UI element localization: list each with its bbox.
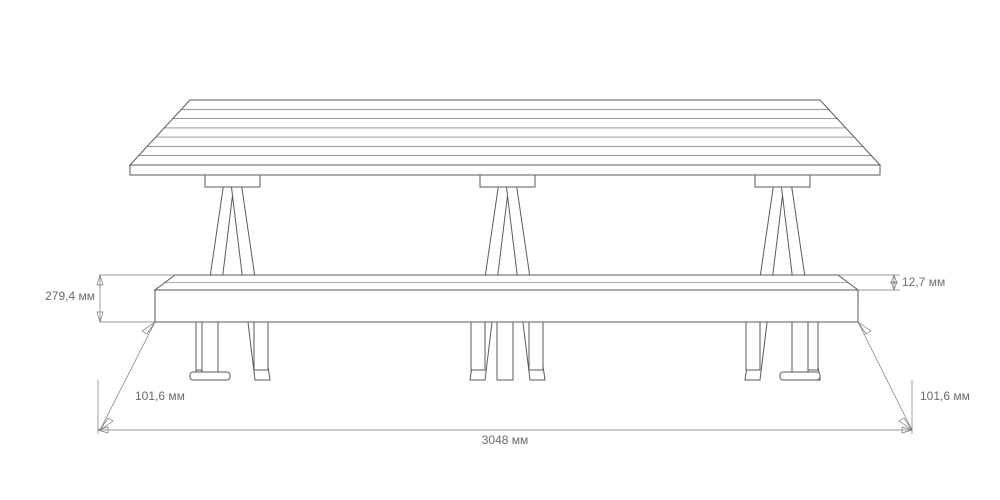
dim-angled-right-label: 101,6 мм (920, 389, 970, 403)
dim-angled-left-label: 101,6 мм (135, 389, 185, 403)
bench-front-posts (202, 322, 808, 380)
dim-overall-width-label: 3048 мм (482, 433, 529, 447)
dim-angled-left: 101,6 мм (100, 322, 185, 430)
bench-front (155, 275, 858, 322)
table-top (130, 100, 880, 175)
dim-bench-cross-label: 279,4 мм (45, 289, 95, 303)
dim-small-gap-label: 12,7 мм (902, 275, 945, 289)
dim-overall-width: 3048 мм (98, 380, 912, 447)
picnic-table-front-elevation: 3048 мм 279,4 мм 101,6 мм 101,6 мм (0, 0, 1000, 500)
dim-angled-right: 101,6 мм (858, 322, 970, 430)
